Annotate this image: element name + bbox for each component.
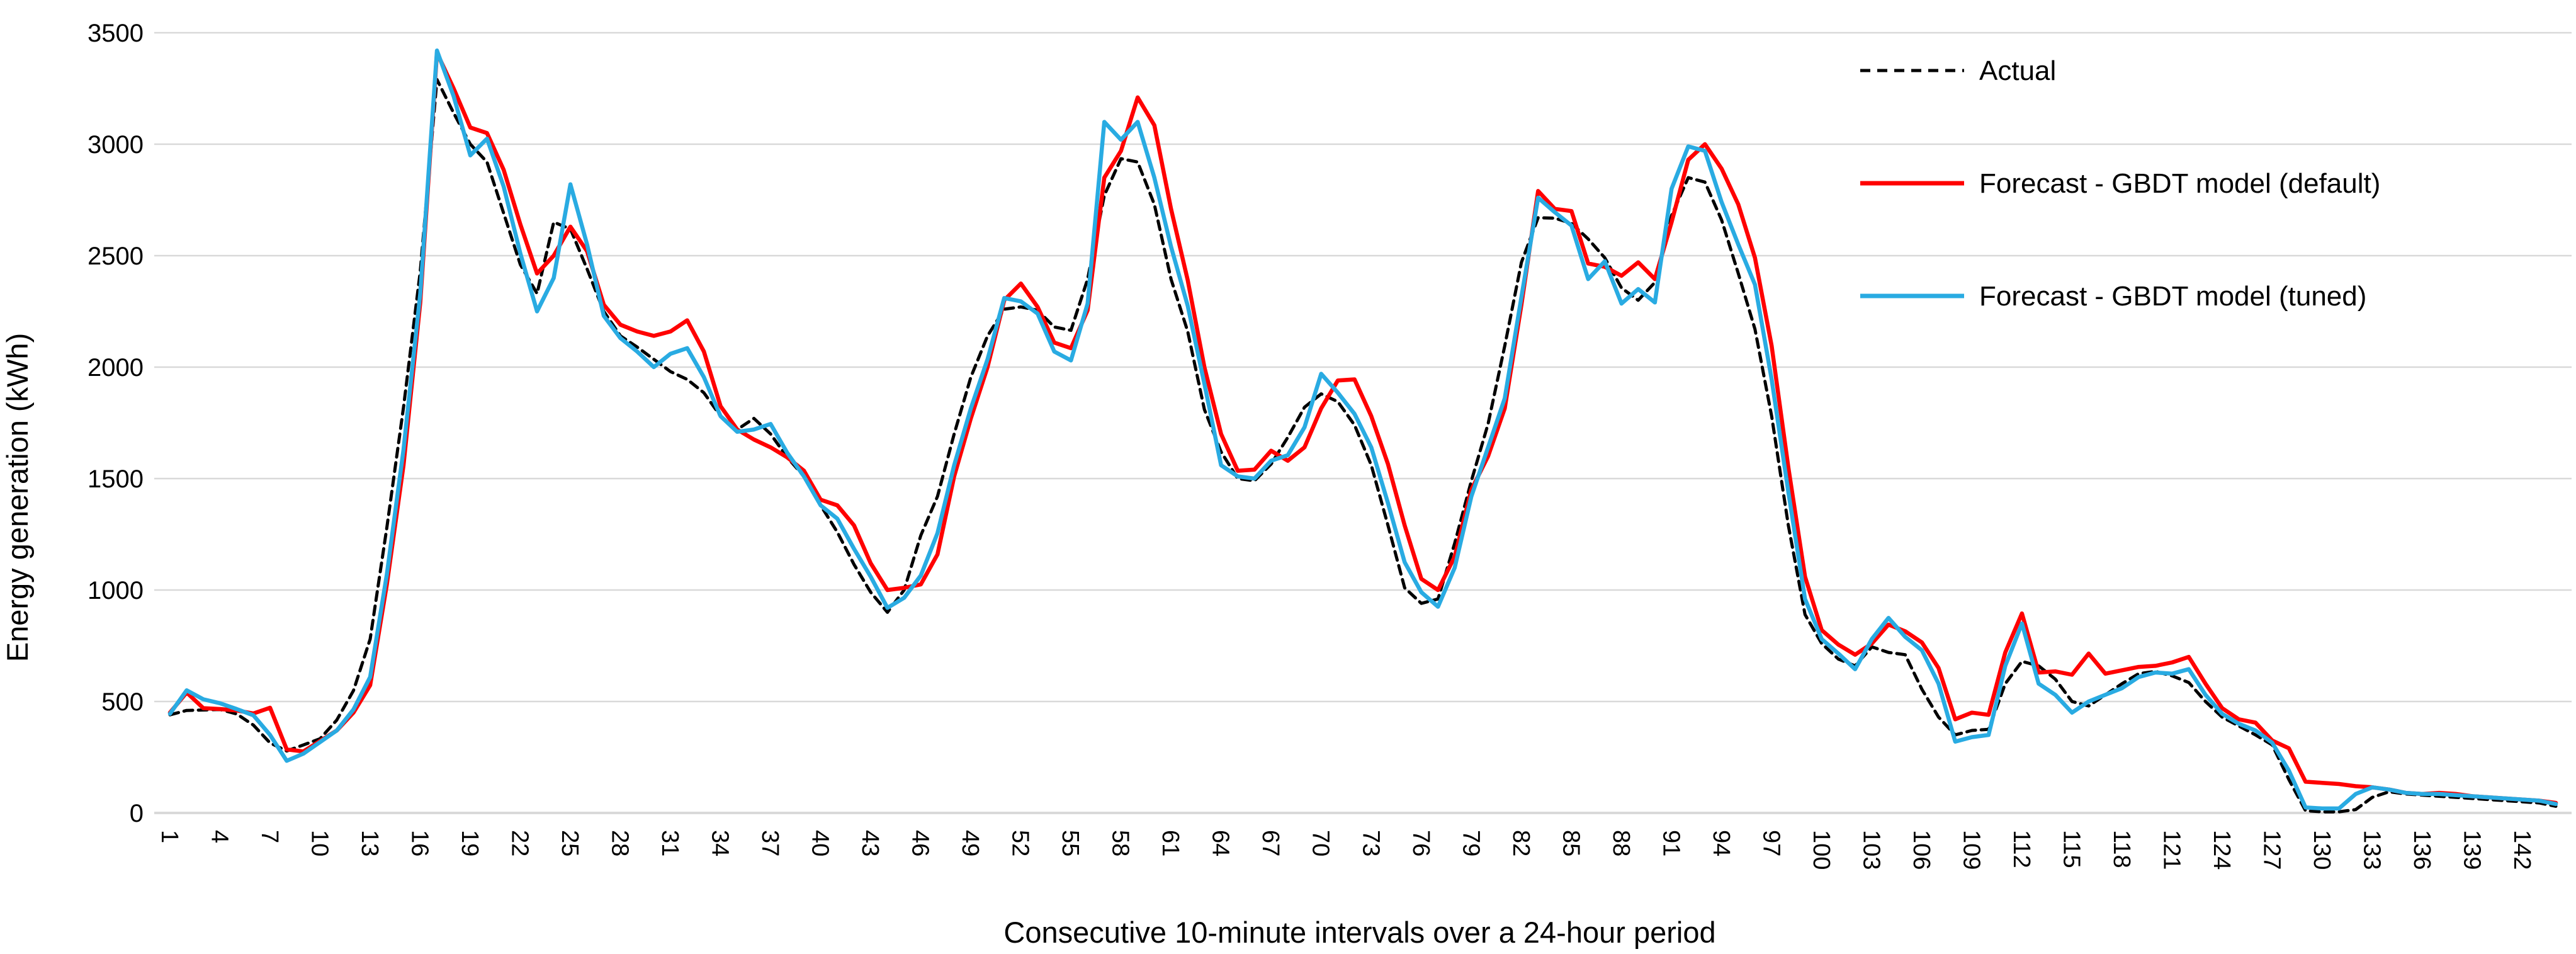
- x-tick-label: 46: [907, 830, 934, 856]
- y-tick-label: 2000: [88, 354, 144, 382]
- x-tick-label: 136: [2409, 830, 2435, 870]
- x-tick-label: 88: [1608, 830, 1634, 856]
- legend-item: Actual: [1860, 55, 2056, 86]
- x-tick-label: 118: [2108, 830, 2135, 868]
- x-tick-label: 16: [407, 830, 433, 856]
- x-axis-title: Consecutive 10-minute intervals over a 2…: [1003, 916, 1715, 949]
- x-tick-label: 58: [1107, 830, 1134, 856]
- x-tick-label: 61: [1157, 830, 1183, 856]
- x-tick-label: 22: [507, 830, 533, 856]
- x-tick-label: 13: [356, 830, 383, 856]
- legend: Actual Forecast - GBDT model (default) For…: [1860, 55, 2380, 312]
- x-tick-label: 25: [556, 830, 583, 856]
- x-tick-label: 85: [1557, 830, 1584, 856]
- x-tick-label: 43: [857, 830, 883, 856]
- x-tick-label: 97: [1758, 830, 1784, 856]
- x-tick-label: 139: [2458, 830, 2485, 870]
- x-tick-label: 7: [256, 830, 283, 843]
- y-tick-label: 1000: [88, 577, 144, 605]
- y-tick-label: 0: [130, 800, 144, 827]
- x-tick-label: 142: [2509, 830, 2535, 870]
- series-line-default: [167, 50, 2558, 805]
- x-tick-label: 1: [156, 830, 183, 843]
- x-tick-label: 37: [757, 830, 783, 856]
- x-tick-label: 70: [1308, 830, 1334, 856]
- x-tick-label: 91: [1658, 830, 1684, 856]
- x-tick-label: 124: [2208, 830, 2235, 870]
- x-tick-label: 28: [607, 830, 633, 856]
- x-tick-label: 73: [1357, 830, 1384, 856]
- x-tick-label: 34: [707, 830, 733, 856]
- x-tick-label: 55: [1057, 830, 1083, 856]
- x-tick-label: 40: [807, 830, 833, 856]
- x-tick-label: 133: [2358, 830, 2385, 870]
- x-tick-label: 31: [657, 830, 683, 856]
- x-tick-label: 67: [1257, 830, 1284, 856]
- y-tick-label: 3000: [88, 131, 144, 159]
- x-tick-label: 64: [1207, 830, 1234, 856]
- x-tick-label: 103: [1858, 830, 1884, 870]
- legend-item: Forecast - GBDT model (default): [1860, 168, 2380, 199]
- legend-label: Actual: [1979, 55, 2056, 86]
- y-tick-label: 500: [101, 688, 144, 716]
- x-tick-label: 100: [1808, 830, 1834, 870]
- y-tick-label: 1500: [88, 465, 144, 493]
- y-axis-tick-labels: 0 500 1000 1500 2000 2500 3000 3500: [88, 20, 144, 827]
- x-tick-label: 10: [307, 830, 333, 856]
- x-axis-tick-labels: 1 4 7 10 13 16 19 22 25 28 31 34 37 40 43 46 49 52 55 58 61 6…: [156, 830, 2535, 870]
- x-tick-label: 115: [2058, 830, 2084, 868]
- y-axis-title: Energy generation (kWh): [1, 333, 34, 662]
- x-tick-label: 94: [1708, 830, 1734, 856]
- series-line-tuned: [167, 48, 2558, 811]
- x-tick-label: 130: [2308, 830, 2335, 870]
- legend-label: Forecast - GBDT model (tuned): [1979, 281, 2366, 312]
- x-tick-label: 76: [1408, 830, 1434, 856]
- x-tick-label: 79: [1457, 830, 1484, 856]
- x-tick-label: 127: [2258, 830, 2285, 870]
- y-tick-label: 3500: [88, 20, 144, 47]
- x-tick-label: 121: [2158, 830, 2184, 870]
- y-tick-label: 2500: [88, 242, 144, 270]
- series-lines: [167, 48, 2558, 814]
- x-tick-label: 82: [1508, 830, 1534, 856]
- x-tick-label: 49: [957, 830, 983, 856]
- legend-label: Forecast - GBDT model (default): [1979, 168, 2380, 199]
- x-tick-label: 19: [456, 830, 483, 856]
- x-tick-label: 112: [2008, 830, 2035, 868]
- x-tick-label: 109: [1958, 830, 1984, 870]
- x-tick-label: 106: [1908, 830, 1935, 870]
- x-tick-label: 52: [1007, 830, 1034, 856]
- x-tick-label: 4: [206, 830, 233, 843]
- legend-item: Forecast - GBDT model (tuned): [1860, 281, 2366, 312]
